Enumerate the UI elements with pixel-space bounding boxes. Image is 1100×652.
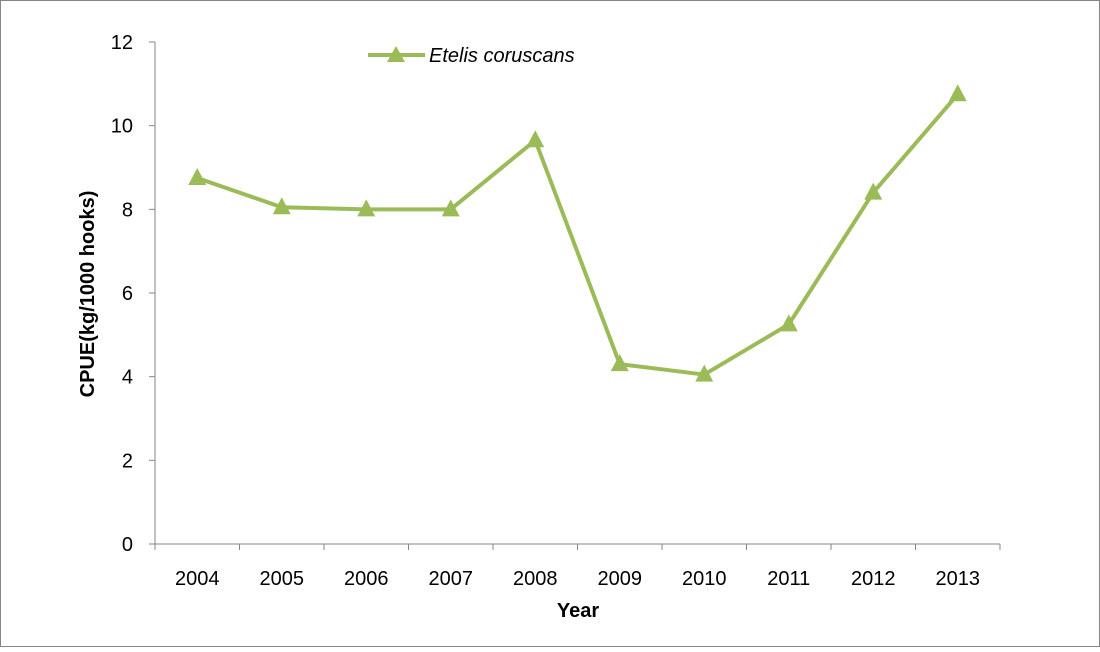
data-point-marker — [272, 197, 291, 215]
data-point-marker — [695, 364, 714, 382]
legend-triangle-marker — [387, 46, 405, 62]
x-axis-ticks: 2004 2005 2006 2007 2008 2009 2010 2011 2012 2013 — [154, 544, 1001, 590]
y-tick-label: 6 — [122, 283, 133, 305]
x-tick-label: 2005 — [260, 568, 305, 590]
x-tick-label: 2013 — [936, 568, 981, 590]
data-point-marker — [526, 130, 545, 148]
data-point-marker — [357, 199, 376, 217]
data-point-marker — [441, 199, 460, 217]
x-axis-title: Year — [557, 600, 599, 622]
legend: Etelis coruscans — [368, 45, 575, 67]
series-layer — [188, 84, 967, 382]
y-tick-label: 4 — [122, 367, 133, 389]
y-tick-label: 10 — [111, 116, 133, 138]
data-point-marker — [948, 84, 967, 102]
data-point-marker — [864, 182, 883, 200]
data-point-marker — [610, 354, 629, 372]
x-tick-label: 2011 — [767, 568, 810, 590]
y-axis-ticks: 0 2 4 6 8 10 12 — [111, 32, 155, 556]
x-tick-label: 2012 — [851, 568, 896, 590]
y-tick-label: 2 — [122, 450, 133, 472]
series-line — [196, 92, 960, 377]
x-tick-label: 2010 — [682, 568, 727, 590]
x-tick-label: 2009 — [598, 568, 643, 590]
x-tick-label: 2004 — [175, 568, 220, 590]
y-axis-title: CPUE(kg/1000 hooks) — [77, 191, 99, 398]
legend-series-name: Etelis coruscans — [429, 45, 575, 67]
x-tick-label: 2008 — [513, 568, 558, 590]
y-tick-label: 0 — [122, 534, 133, 556]
data-point-marker — [188, 167, 207, 185]
y-tick-label: 12 — [111, 32, 133, 54]
x-tick-label: 2006 — [344, 568, 389, 590]
y-tick-label: 8 — [122, 199, 133, 221]
x-tick-label: 2007 — [429, 568, 474, 590]
data-point-marker — [779, 314, 798, 332]
